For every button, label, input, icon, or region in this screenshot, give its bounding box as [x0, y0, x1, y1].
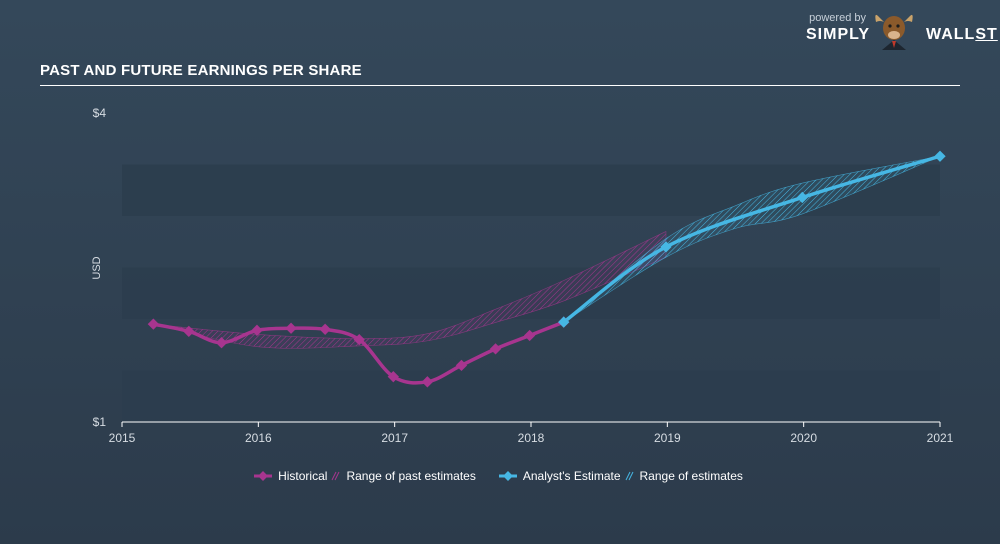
historical-point	[455, 359, 468, 372]
legend-past-range-label: Range of past estimates	[346, 469, 476, 483]
background-band	[122, 370, 940, 422]
brand-name-left: SIMPLY	[806, 26, 871, 43]
legend-historical[interactable]: Historical	[253, 469, 327, 483]
y-tick-label: $4	[93, 106, 107, 120]
brand-logo: powered by SIMPLY WALLST	[806, 10, 997, 50]
analyst-estimate-point	[660, 241, 672, 253]
powered-by-text: powered by	[809, 12, 866, 24]
historical-point	[353, 333, 365, 346]
historical-point	[251, 324, 263, 336]
historical-point	[387, 371, 399, 383]
historical-point	[215, 337, 228, 349]
estimate-swatch-icon	[498, 471, 517, 481]
x-tick-label: 2018	[518, 431, 545, 445]
historical-point	[489, 343, 502, 355]
legend-analyst-estimate-label: Analyst's Estimate	[522, 469, 621, 483]
analyst-estimate-point	[558, 316, 570, 328]
historical-point	[147, 318, 160, 330]
historical-point	[523, 329, 536, 342]
historical-point	[183, 325, 195, 338]
brand-name-right: WALLST	[926, 26, 998, 43]
x-tick-label: 2016	[245, 431, 272, 445]
legend-future-range[interactable]: Range of estimates	[625, 469, 743, 483]
historical-point	[421, 376, 434, 388]
legend-historical-label: Historical	[278, 469, 328, 483]
x-tick-label: 2021	[927, 431, 954, 445]
legend-analyst-estimate[interactable]: Analyst's Estimate	[498, 469, 621, 483]
series-markers	[147, 150, 946, 388]
historical-point	[319, 323, 331, 335]
analyst-estimate-point	[796, 191, 808, 204]
legend-past-range[interactable]: Range of past estimates	[331, 469, 476, 483]
analyst-estimate-line	[561, 154, 942, 324]
title-divider	[40, 85, 960, 86]
future-range-swatch-icon	[625, 471, 633, 481]
historical-swatch-icon	[254, 471, 273, 481]
x-tick-label: 2015	[109, 431, 136, 445]
historical-point	[285, 322, 297, 334]
x-tick-label: 2017	[381, 431, 408, 445]
y-tick-label: $1	[93, 415, 107, 429]
analyst-estimate-point	[934, 150, 946, 162]
x-tick-label: 2019	[654, 431, 681, 445]
y-axis-label: USD	[91, 256, 103, 279]
legend-future-range-label: Range of estimates	[639, 469, 743, 483]
chart-legend: Historical Range of past estimates Analy…	[0, 469, 1000, 483]
bull-mascot-icon	[875, 14, 913, 50]
past-range-swatch-icon	[331, 471, 340, 481]
chart-title: PAST AND FUTURE EARNINGS PER SHARE	[40, 62, 362, 79]
chart-axes: 2015 2016 2017 2018 2019 2020 2021 $4 $1 USD	[91, 106, 954, 445]
x-tick-label: 2020	[790, 431, 817, 445]
